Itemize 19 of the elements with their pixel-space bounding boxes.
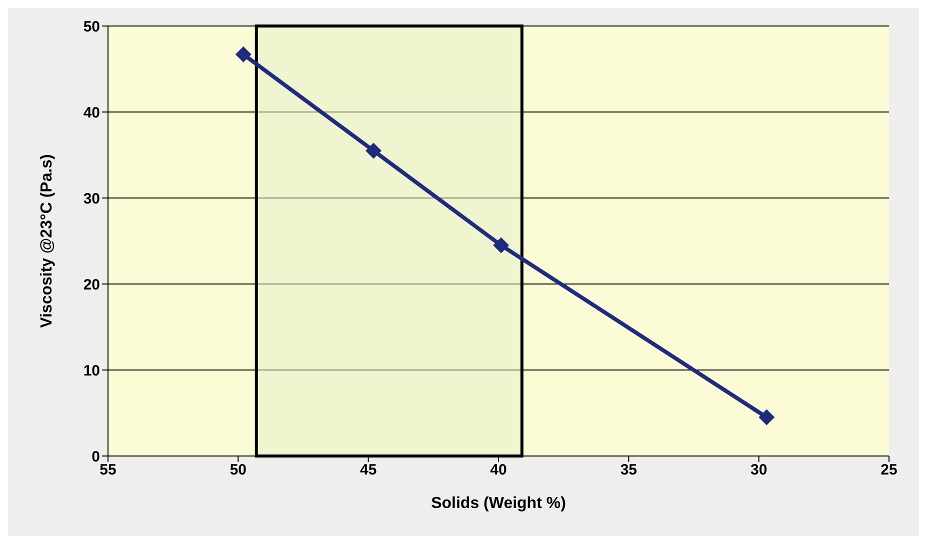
point (235, 46, 252, 62)
x-axis-title: Solids (Weight %) (431, 495, 566, 512)
y-tick-label: 20 (83, 276, 100, 294)
point (758, 409, 775, 426)
y-tick-label: 50 (83, 18, 100, 36)
x-tick-label: 55 (100, 462, 116, 479)
x-tick-label: 30 (750, 462, 768, 479)
x-tick-label: 50 (230, 462, 247, 479)
y-axis-title: Viscosity @23°C (Pa.s) (38, 154, 56, 328)
x-tick-label: 35 (620, 462, 638, 479)
y-tick-label: 10 (83, 362, 100, 380)
x-tick-label: 25 (880, 462, 898, 479)
y-tick-label: 30 (83, 190, 100, 208)
y-tick-label: 40 (83, 104, 100, 122)
x-tick-label: 40 (490, 462, 507, 479)
y-tick-label: 0 (92, 448, 100, 466)
point (366, 142, 382, 159)
point (493, 237, 510, 254)
x-tick-label: 45 (360, 462, 377, 479)
